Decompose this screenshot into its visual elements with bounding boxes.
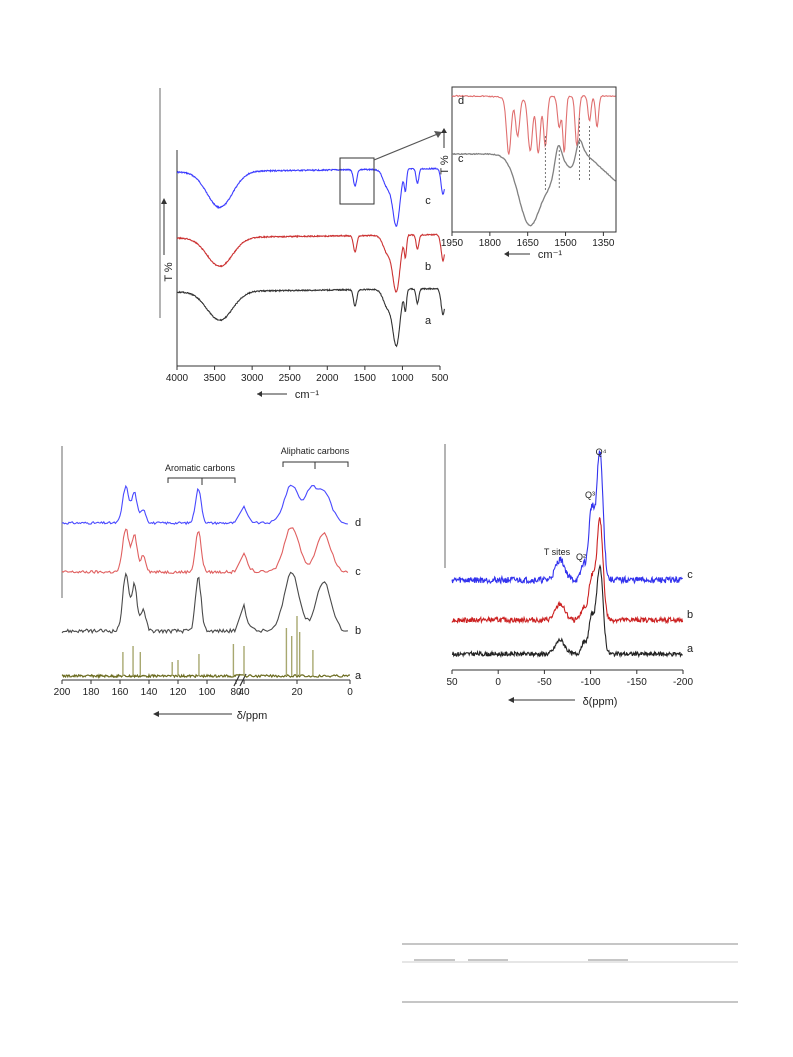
c13-x-tick-label: 180 bbox=[83, 687, 100, 698]
ftir-y-label: T % bbox=[163, 262, 175, 282]
ftir-series-a bbox=[176, 286, 445, 348]
c13-x-tick-label: 200 bbox=[54, 687, 71, 698]
si-x-tick-label: 50 bbox=[446, 677, 458, 688]
c13-x-tick-label: 100 bbox=[199, 687, 216, 698]
c13-x-tick-label: 120 bbox=[170, 687, 187, 698]
ftir-series-label-a: a bbox=[425, 315, 432, 327]
ftir-zoom-arrowhead bbox=[434, 131, 442, 138]
inset-x-label: cm⁻¹ bbox=[538, 249, 562, 261]
c13-x-arrowhead bbox=[153, 711, 159, 717]
ftir-series-c bbox=[176, 167, 445, 227]
si-annotation-t-sites: T sites bbox=[544, 547, 571, 557]
inset-x-tick-label: 1950 bbox=[441, 238, 464, 249]
si-annotation-q3: Q³ bbox=[585, 490, 595, 500]
c13-x-tick-label: 80 bbox=[230, 687, 242, 698]
c13-x-tick-label: 0 bbox=[347, 687, 353, 698]
ftir-x-tick-label: 1000 bbox=[391, 373, 414, 384]
ftir-series-b bbox=[176, 233, 445, 293]
c13-x-label: δ/ppm bbox=[237, 710, 268, 722]
c13-series-b bbox=[61, 571, 348, 635]
ftir-series-label-c: c bbox=[425, 195, 431, 207]
si-series-label-b: b bbox=[687, 609, 693, 621]
si-series-c bbox=[451, 450, 684, 585]
c13-series-label-b: b bbox=[355, 625, 361, 637]
inset-frame bbox=[451, 86, 617, 233]
ftir-x-tick-label: 2500 bbox=[279, 373, 302, 384]
inset-x-tick-label: 1350 bbox=[592, 238, 615, 249]
si-series-label-a: a bbox=[687, 643, 694, 655]
ftir-y-arrowhead bbox=[161, 198, 167, 204]
si-annotation-q4: Q⁴ bbox=[596, 447, 607, 457]
c13-x-tick-label: 40 bbox=[238, 687, 250, 698]
c13-x-tick-label: 140 bbox=[141, 687, 158, 698]
c13-annotation-aromatic: Aromatic carbons bbox=[165, 463, 236, 473]
c13-x-tick-label: 20 bbox=[291, 687, 303, 698]
ftir-series-label-b: b bbox=[425, 261, 431, 273]
c13-series-label-c: c bbox=[355, 566, 361, 578]
si-x-tick-label: 0 bbox=[495, 677, 501, 688]
ftir-x-tick-label: 2000 bbox=[316, 373, 339, 384]
ftir-x-arrowhead bbox=[257, 391, 262, 397]
c13-series-label-d: d bbox=[355, 517, 361, 529]
ftir-x-tick-label: 4000 bbox=[166, 373, 189, 384]
inset-x-arrowhead bbox=[504, 251, 509, 257]
c13-series-d bbox=[61, 484, 348, 526]
c13-series-label-a: a bbox=[355, 670, 362, 682]
ftir-x-tick-label: 3000 bbox=[241, 373, 264, 384]
si-annotation-q2: Q² bbox=[576, 552, 586, 562]
si-x-tick-label: -100 bbox=[581, 677, 601, 688]
si-series-label-c: c bbox=[687, 569, 693, 581]
si-x-tick-label: -200 bbox=[673, 677, 693, 688]
ftir-x-tick-label: 1500 bbox=[354, 373, 377, 384]
ftir-zoom-connector bbox=[373, 132, 441, 161]
c13-annotation-aliphatic: Aliphatic carbons bbox=[281, 446, 350, 456]
si-x-tick-label: -50 bbox=[537, 677, 552, 688]
inset-y-arrowhead bbox=[441, 128, 447, 133]
si-series-a bbox=[451, 563, 683, 659]
inset-x-tick-label: 1500 bbox=[554, 238, 577, 249]
inset-series-d bbox=[451, 94, 616, 155]
c13-series-c bbox=[61, 527, 349, 575]
inset-series-label-c: c bbox=[458, 153, 464, 165]
inset-x-tick-label: 1800 bbox=[479, 238, 502, 249]
ftir-x-label: cm⁻¹ bbox=[295, 389, 319, 401]
si-x-label: δ(ppm) bbox=[583, 696, 618, 708]
si-series-b bbox=[451, 517, 684, 625]
inset-y-label: T % bbox=[439, 155, 451, 175]
ftir-x-tick-label: 500 bbox=[432, 373, 449, 384]
inset-x-tick-label: 1650 bbox=[517, 238, 540, 249]
inset-series-c bbox=[451, 138, 616, 227]
inset-series-label-d: d bbox=[458, 95, 464, 107]
si-x-arrowhead bbox=[508, 697, 514, 703]
ftir-x-tick-label: 3500 bbox=[203, 373, 226, 384]
ftir-zoom-box bbox=[339, 157, 375, 205]
si-x-tick-label: -150 bbox=[627, 677, 647, 688]
c13-x-tick-label: 160 bbox=[112, 687, 129, 698]
